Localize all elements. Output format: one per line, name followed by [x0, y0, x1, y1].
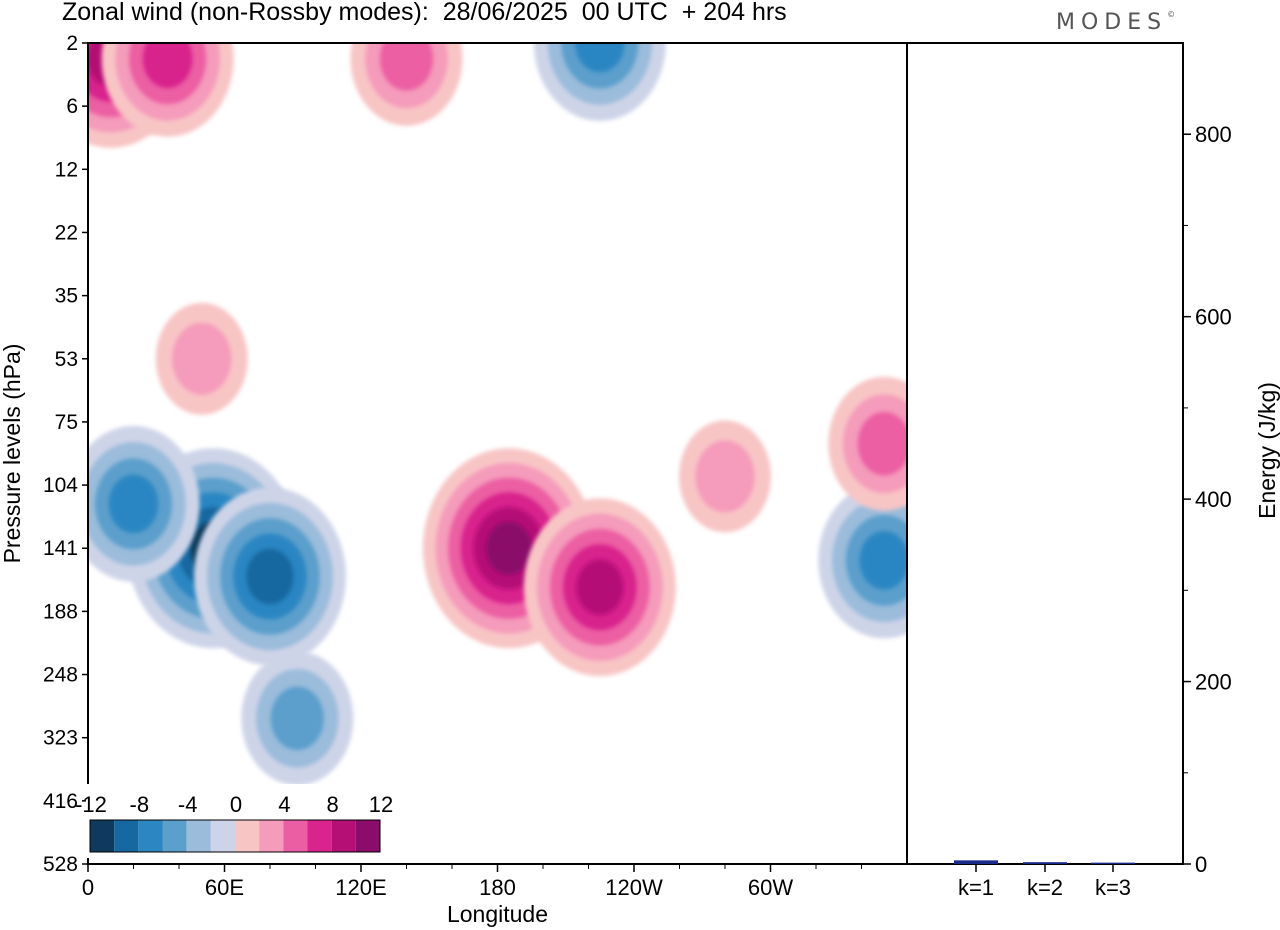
energy-tick-label: 200	[1195, 670, 1232, 695]
contour-feature	[241, 651, 354, 786]
energy-tick-label: 400	[1195, 487, 1232, 512]
energy-axis-label: Energy (J/kg)	[1254, 382, 1280, 519]
x-tick-label: 0	[82, 875, 94, 900]
x-tick-label: 180	[479, 875, 516, 900]
energy-tick-label: 600	[1195, 305, 1232, 330]
contour-feature	[818, 482, 907, 639]
y-tick-label: 53	[55, 348, 78, 371]
contour-band	[172, 322, 232, 395]
colorbar-label: 0	[230, 792, 242, 817]
energy-bar	[1091, 862, 1135, 864]
colorbar	[86, 784, 384, 858]
brand-logo: MODES©	[1056, 10, 1175, 35]
x-axis-label: Longitude	[447, 901, 548, 927]
colorbar-swatch	[186, 820, 211, 852]
colorbar-swatch	[138, 820, 163, 852]
y-tick-label: 141	[43, 537, 78, 560]
y-tick-label: 2	[66, 32, 78, 55]
y-tick-label: 248	[43, 664, 78, 687]
colorbar-frame	[89, 819, 381, 853]
contour-feature	[679, 420, 771, 533]
colorbar-swatch	[331, 820, 356, 852]
brand-mark: ©	[1167, 10, 1176, 19]
contour-feature	[828, 376, 907, 511]
energy-tick-label: 800	[1195, 122, 1232, 147]
x-tick-label: 120W	[605, 875, 663, 900]
contour-feature	[523, 498, 676, 677]
y-tick-label: 6	[66, 95, 78, 118]
y-tick-label: 323	[43, 727, 78, 750]
energy-tick-label: 0	[1195, 852, 1207, 877]
contour-band	[142, 43, 193, 89]
contour-band	[108, 474, 159, 534]
y-tick-label: 75	[55, 411, 78, 434]
bar-category-label: k=2	[1027, 875, 1063, 900]
chart-title: Zonal wind (non-Rossby modes): 28/06/202…	[62, 0, 787, 26]
energy-bar	[954, 860, 998, 864]
contour-band	[246, 548, 294, 605]
y-tick-label: 416	[43, 790, 78, 813]
colorbar-label: 8	[327, 792, 339, 817]
y-tick-label: 528	[43, 853, 78, 876]
y-tick-label: 35	[55, 285, 78, 308]
y-tick-label: 188	[43, 600, 78, 623]
x-tick-label: 120E	[335, 875, 386, 900]
y-tick-label: 104	[43, 474, 78, 497]
contour-band	[379, 43, 434, 91]
colorbar-label: 12	[369, 792, 393, 817]
heatmap-field	[88, 43, 907, 786]
colorbar-label: -12	[75, 792, 107, 817]
contour-band	[575, 43, 625, 73]
colorbar-swatch	[210, 820, 235, 852]
contour-band	[857, 411, 907, 476]
contour-feature	[350, 43, 463, 126]
colorbar-swatch	[283, 820, 308, 852]
energy-bar	[1023, 862, 1067, 864]
colorbar-swatch	[235, 820, 260, 852]
contour-feature	[101, 43, 234, 137]
colorbar-swatch	[307, 820, 332, 852]
y-axis-label: Pressure levels (hPa)	[0, 344, 25, 564]
contour-feature	[194, 487, 346, 666]
contour-feature	[533, 43, 666, 121]
y-tick-label: 22	[55, 221, 78, 244]
bar-category-label: k=1	[958, 875, 994, 900]
x-tick-label: 60E	[205, 875, 244, 900]
contour-band	[695, 440, 755, 513]
bar-frame	[906, 42, 1184, 865]
colorbar-label: -8	[130, 792, 150, 817]
contour-feature	[88, 425, 200, 582]
contour-band	[576, 559, 624, 615]
contour-band	[859, 531, 907, 590]
colorbar-swatch	[162, 820, 187, 852]
colorbar-label: 4	[278, 792, 290, 817]
y-tick-label: 12	[55, 158, 78, 181]
x-tick-label: 60W	[748, 875, 793, 900]
colorbar-label: -4	[178, 792, 198, 817]
contour-feature	[155, 302, 248, 415]
brand-name: MODES	[1056, 10, 1168, 35]
colorbar-swatch	[259, 820, 284, 852]
colorbar-swatch	[90, 820, 115, 852]
colorbar-swatch	[355, 820, 380, 852]
contour-band	[486, 521, 532, 575]
bar-category-label: k=3	[1095, 875, 1131, 900]
colorbar-swatch	[114, 820, 139, 852]
contour-band	[270, 686, 324, 751]
